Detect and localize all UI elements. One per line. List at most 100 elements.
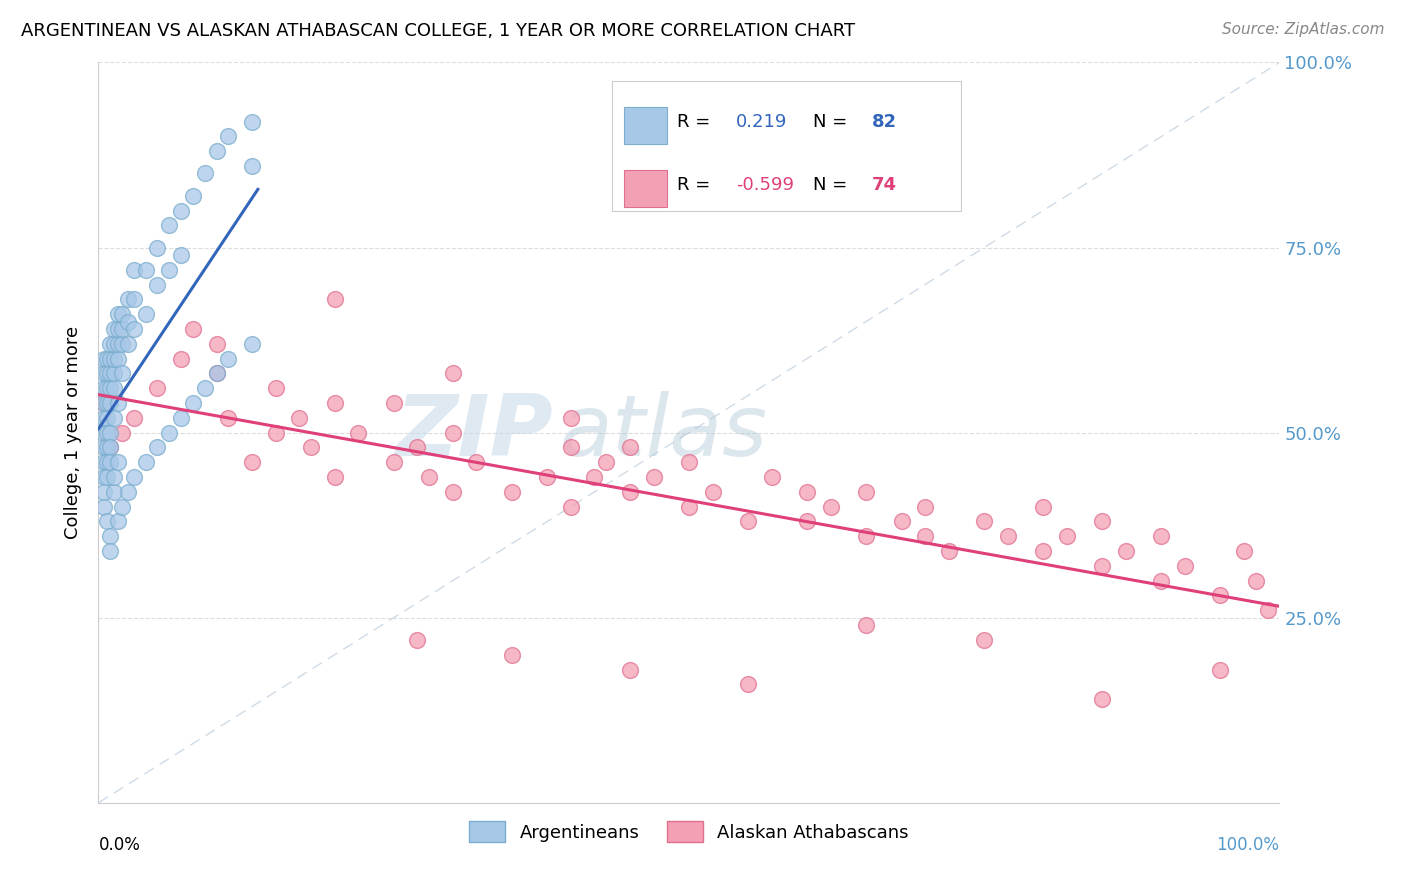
Point — [98, 336, 121, 351]
Text: ZIP: ZIP — [395, 391, 553, 475]
Point — [855, 529, 877, 543]
Point — [796, 484, 818, 499]
Point — [406, 632, 429, 647]
Point — [96, 410, 118, 425]
Point — [217, 351, 239, 366]
Point — [1032, 544, 1054, 558]
Point — [103, 484, 125, 499]
Point — [441, 484, 464, 499]
Point — [96, 455, 118, 469]
Point — [96, 367, 118, 381]
Point — [1244, 574, 1267, 588]
Point — [146, 277, 169, 292]
Point — [299, 441, 322, 455]
Point — [111, 367, 134, 381]
Point — [107, 351, 129, 366]
Point — [146, 381, 169, 395]
Point — [96, 441, 118, 455]
Point — [382, 455, 405, 469]
Point — [205, 336, 228, 351]
Point — [347, 425, 370, 440]
Point — [157, 262, 180, 277]
Point — [98, 381, 121, 395]
Point — [1091, 515, 1114, 529]
Point — [117, 293, 139, 307]
Point — [583, 470, 606, 484]
Point — [240, 114, 263, 128]
Point — [93, 441, 115, 455]
Point — [418, 470, 440, 484]
Point — [560, 500, 582, 514]
Point — [170, 410, 193, 425]
Point — [107, 515, 129, 529]
Point — [96, 381, 118, 395]
Point — [98, 544, 121, 558]
Text: R =: R = — [678, 176, 716, 194]
FancyBboxPatch shape — [612, 81, 960, 211]
Point — [96, 351, 118, 366]
Point — [914, 500, 936, 514]
Point — [103, 322, 125, 336]
Point — [217, 129, 239, 144]
Point — [1150, 574, 1173, 588]
Point — [93, 410, 115, 425]
Point — [170, 203, 193, 218]
Point — [678, 455, 700, 469]
Point — [1233, 544, 1256, 558]
Point — [217, 410, 239, 425]
Point — [678, 500, 700, 514]
Point — [914, 529, 936, 543]
Point — [205, 145, 228, 159]
Point — [737, 515, 759, 529]
Y-axis label: College, 1 year or more: College, 1 year or more — [65, 326, 83, 539]
Text: ARGENTINEAN VS ALASKAN ATHABASCAN COLLEGE, 1 YEAR OR MORE CORRELATION CHART: ARGENTINEAN VS ALASKAN ATHABASCAN COLLEG… — [21, 22, 855, 40]
Point — [288, 410, 311, 425]
Point — [643, 470, 665, 484]
Point — [855, 484, 877, 499]
Text: R =: R = — [678, 112, 716, 130]
Text: N =: N = — [813, 112, 853, 130]
Point — [1091, 692, 1114, 706]
Point — [107, 336, 129, 351]
Point — [973, 632, 995, 647]
Point — [181, 396, 204, 410]
Point — [93, 470, 115, 484]
Point — [619, 484, 641, 499]
Point — [98, 529, 121, 543]
Point — [122, 293, 145, 307]
Point — [737, 677, 759, 691]
Point — [1150, 529, 1173, 543]
Point — [702, 484, 724, 499]
Point — [441, 425, 464, 440]
Point — [122, 470, 145, 484]
Point — [323, 396, 346, 410]
Point — [560, 441, 582, 455]
Point — [194, 166, 217, 180]
Point — [93, 351, 115, 366]
Point — [1257, 603, 1279, 617]
Point — [595, 455, 617, 469]
Point — [501, 648, 523, 662]
Point — [501, 484, 523, 499]
Point — [761, 470, 783, 484]
Point — [406, 441, 429, 455]
Point — [1091, 558, 1114, 573]
Point — [107, 322, 129, 336]
Point — [117, 484, 139, 499]
Legend: Argentineans, Alaskan Athabascans: Argentineans, Alaskan Athabascans — [463, 814, 915, 849]
Point — [135, 455, 157, 469]
Point — [93, 396, 115, 410]
Point — [264, 381, 287, 395]
Point — [146, 441, 169, 455]
Point — [111, 500, 134, 514]
Point — [93, 396, 115, 410]
Point — [96, 425, 118, 440]
Point — [98, 396, 121, 410]
Point — [382, 396, 405, 410]
Point — [560, 410, 582, 425]
Point — [93, 484, 115, 499]
Point — [93, 367, 115, 381]
Point — [93, 500, 115, 514]
Point — [1209, 589, 1232, 603]
Point — [111, 425, 134, 440]
